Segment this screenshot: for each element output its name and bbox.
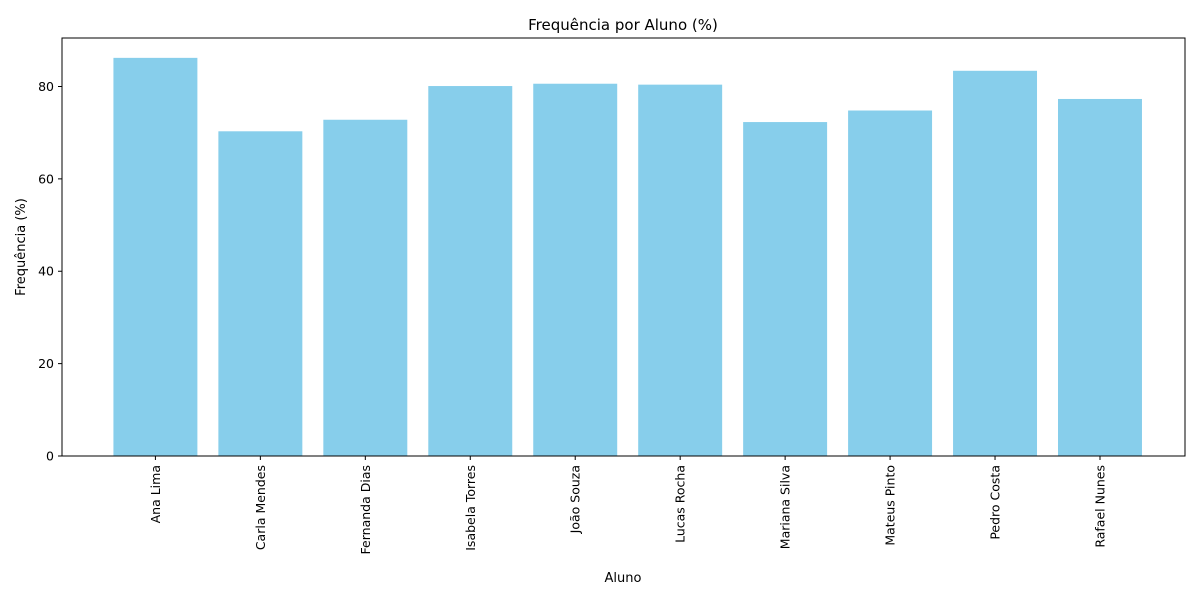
bar xyxy=(113,57,198,456)
bar xyxy=(953,70,1038,457)
bar xyxy=(533,83,618,457)
x-tick-label: Mateus Pinto xyxy=(883,465,898,546)
bar xyxy=(1058,98,1142,456)
x-tick-label: Lucas Rocha xyxy=(673,465,688,543)
y-tick-label: 40 xyxy=(38,264,54,279)
x-tick-label: Isabela Torres xyxy=(463,465,478,551)
bar xyxy=(848,110,933,456)
bar xyxy=(428,86,513,456)
y-tick-label: 80 xyxy=(38,79,54,94)
x-tick-label: Mariana Silva xyxy=(778,465,793,549)
y-tick-label: 20 xyxy=(38,356,54,371)
plot-area-frame xyxy=(61,37,1186,457)
y-axis-label: Frequência (%) xyxy=(14,198,29,296)
x-tick-label: João Souza xyxy=(568,465,583,534)
bar xyxy=(743,122,828,456)
y-axis: 0 20 40 60 80 xyxy=(38,79,62,464)
chart-title: Frequência por Aluno (%) xyxy=(528,16,718,34)
bar xyxy=(638,84,723,457)
x-tick-label: Carla Mendes xyxy=(253,465,268,550)
x-tick-label: Fernanda Dias xyxy=(358,465,373,554)
x-tick-label: Rafael Nunes xyxy=(1092,465,1107,548)
bar xyxy=(323,119,408,456)
x-axis: Ana Lima Carla Mendes Fernanda Dias Isabela… xyxy=(148,456,1107,554)
bars-group xyxy=(113,57,1142,457)
y-tick-label: 60 xyxy=(38,171,54,186)
y-tick-label: 0 xyxy=(46,449,54,464)
x-axis-label: Aluno xyxy=(605,571,642,586)
x-tick-label: Ana Lima xyxy=(148,465,163,523)
x-tick-label: Pedro Costa xyxy=(988,465,1003,540)
bar xyxy=(218,131,303,457)
